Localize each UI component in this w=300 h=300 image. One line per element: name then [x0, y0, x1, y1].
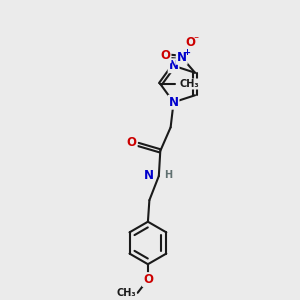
Text: CH₃: CH₃ — [116, 288, 136, 298]
Text: CH₃: CH₃ — [179, 79, 199, 89]
Text: O: O — [127, 136, 137, 149]
Text: N: N — [169, 59, 178, 72]
Text: N: N — [169, 96, 178, 109]
Text: O: O — [185, 36, 195, 49]
Text: H: H — [164, 170, 172, 180]
Text: O: O — [143, 273, 153, 286]
Text: N: N — [143, 169, 154, 182]
Text: O: O — [160, 50, 170, 62]
Text: N: N — [177, 51, 187, 64]
Text: ⁻: ⁻ — [193, 35, 198, 45]
Text: +: + — [183, 48, 190, 57]
